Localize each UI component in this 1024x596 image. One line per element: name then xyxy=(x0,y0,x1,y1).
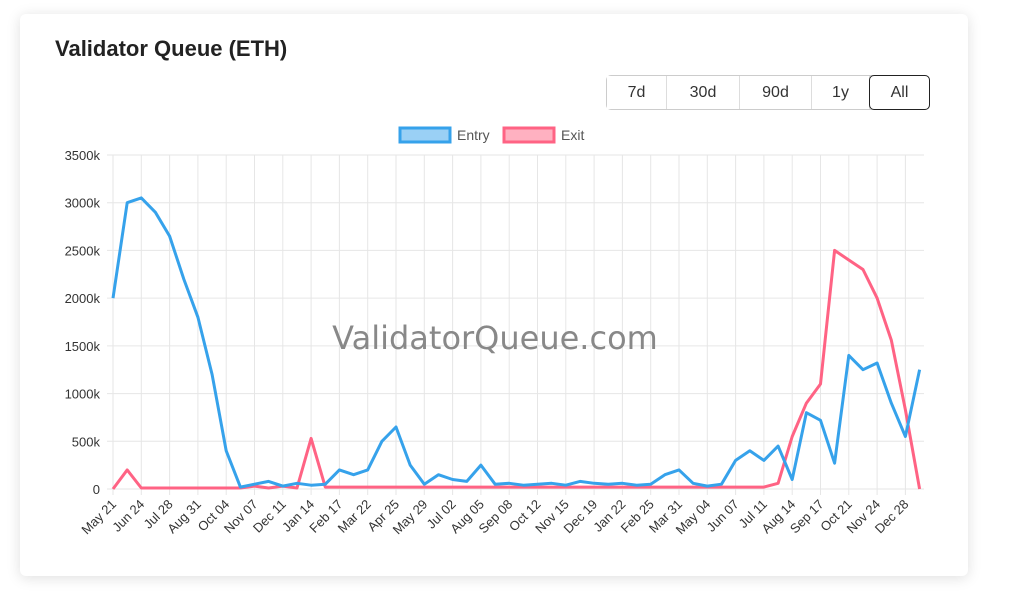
time-range-selector: 7d 30d 90d 1y All xyxy=(606,75,930,110)
range-1y-button[interactable]: 1y xyxy=(812,76,870,109)
y-tick-label: 3000k xyxy=(65,196,101,211)
y-tick-label: 1500k xyxy=(65,339,101,354)
y-tick-label: 3500k xyxy=(65,148,101,163)
legend-exit-swatch[interactable] xyxy=(502,126,556,144)
chart-title: Validator Queue (ETH) xyxy=(55,36,288,61)
range-all-button[interactable]: All xyxy=(869,75,930,110)
range-90d-button[interactable]: 90d xyxy=(740,76,812,109)
range-7d-button[interactable]: 7d xyxy=(607,76,667,109)
legend-exit-label[interactable]: Exit xyxy=(561,127,584,143)
y-tick-label: 0 xyxy=(93,482,100,497)
y-tick-label: 500k xyxy=(72,434,101,449)
y-tick-label: 1000k xyxy=(65,387,101,402)
range-30d-button[interactable]: 30d xyxy=(667,76,740,109)
legend-entry-label[interactable]: Entry xyxy=(457,127,490,143)
legend-entry-swatch[interactable] xyxy=(398,126,452,144)
x-tick-label: Jun 07 xyxy=(704,497,742,535)
series-line-entry xyxy=(111,196,922,489)
x-tick-label: May 21 xyxy=(78,497,119,538)
y-tick-label: 2000k xyxy=(65,291,101,306)
y-tick-label: 2500k xyxy=(65,243,101,258)
watermark: ValidatorQueue.com xyxy=(332,319,658,357)
x-tick-label: Jun 24 xyxy=(109,497,147,535)
chart-card: Validator Queue (ETH) 7d 30d 90d 1y All … xyxy=(20,14,968,576)
